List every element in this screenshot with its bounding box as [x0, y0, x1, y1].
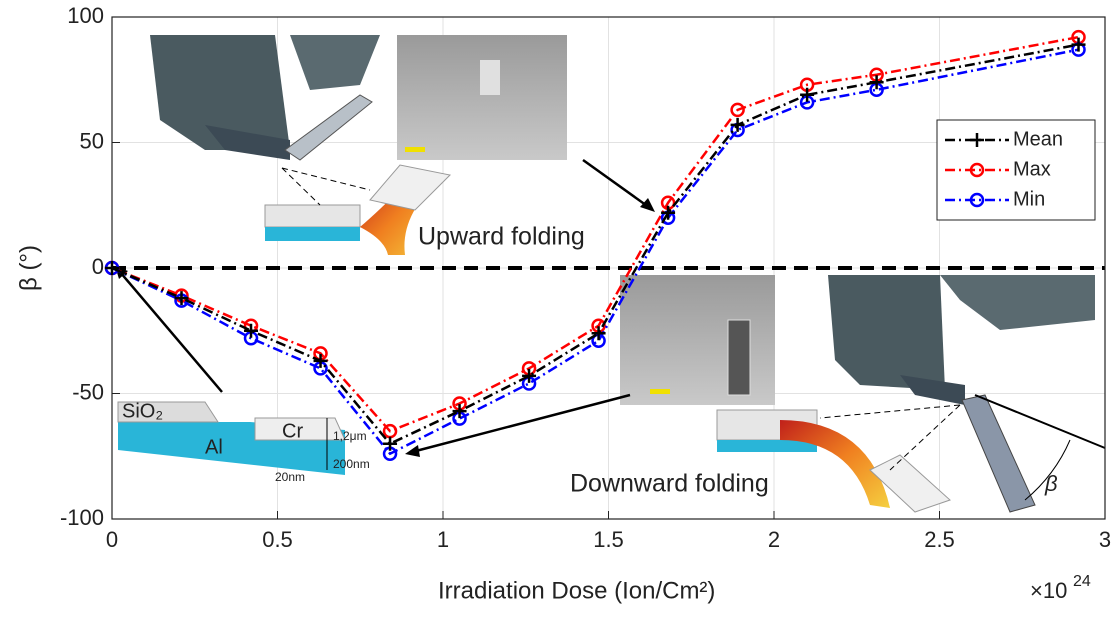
- y-tick-label: -100: [60, 505, 104, 530]
- annotation: 1,2μm: [333, 429, 367, 443]
- inset-sem: [397, 35, 567, 160]
- inset-render: [205, 125, 290, 160]
- legend-marker: [969, 192, 985, 208]
- arrow: [582, 158, 651, 210]
- foreground: 0 0.5 1 1.5 2 2.5 3 -100 -50 0 50 100 Mean Max Min: [60, 3, 1111, 552]
- inset-callout: [819, 404, 961, 419]
- inset-render: [290, 35, 380, 90]
- x-tick-label: 1.5: [593, 527, 624, 552]
- arrow: [411, 393, 631, 454]
- marker: [1071, 37, 1086, 52]
- marker: [383, 436, 398, 451]
- annotation: 20nm: [275, 470, 305, 484]
- x-tick-label: 3: [1099, 527, 1111, 552]
- annotation: Upward folding: [418, 223, 585, 251]
- inset-render: [940, 275, 1095, 330]
- inset-layer: [264, 204, 361, 228]
- x-exponent: 24: [1073, 573, 1091, 590]
- marker: [174, 291, 189, 306]
- annotation: Downward folding: [570, 470, 769, 498]
- x-exponent-base: ×10: [1030, 578, 1067, 603]
- legend-marker: [969, 162, 985, 178]
- inset-sem: [620, 275, 775, 405]
- y-tick-label: 0: [92, 254, 104, 279]
- annotation: Cr: [282, 420, 303, 442]
- annotation: Al: [205, 436, 223, 458]
- y-axis-label: β (°): [15, 245, 42, 291]
- inset-layer: [369, 164, 452, 211]
- y-tick-label: 50: [80, 128, 104, 153]
- legend-box: [936, 119, 1096, 221]
- y-tick-label: -50: [72, 379, 104, 404]
- arrow-head: [405, 445, 420, 457]
- x-tick-label: 0.5: [262, 527, 293, 552]
- inset-callout: [889, 404, 961, 471]
- marker: [800, 87, 815, 102]
- legend-label: Mean: [1013, 128, 1063, 150]
- inset-sem: [480, 60, 500, 95]
- marker: [661, 205, 676, 220]
- x-tick-label: 0: [106, 527, 118, 552]
- inset-layer: [265, 227, 360, 241]
- inset-render: [284, 94, 373, 161]
- inset-render: [961, 394, 1036, 513]
- x-axis-label: Irradiation Dose (Ion/Cm²): [438, 577, 715, 604]
- inset-layer: [869, 454, 951, 513]
- marker: [591, 326, 606, 341]
- arrow: [119, 271, 223, 393]
- inset-layer: [717, 440, 817, 452]
- scale-bar: [405, 147, 425, 152]
- inset-callout: [281, 167, 321, 206]
- marker: [522, 368, 537, 383]
- inset-render: [828, 275, 945, 390]
- marker: [105, 261, 119, 275]
- annotation: 200nm: [333, 457, 370, 471]
- annotation: β: [1044, 471, 1058, 496]
- inset-render: [150, 35, 290, 150]
- x-tick-label: 2.5: [924, 527, 955, 552]
- inset-callout: [281, 167, 371, 191]
- x-tick-label: 1: [437, 527, 449, 552]
- insets: Upward folding Downward folding SiO₂ Al …: [115, 35, 1106, 513]
- inset-render: [900, 375, 965, 405]
- inset-layer: [780, 420, 890, 508]
- marker: [244, 323, 259, 338]
- marker: [730, 102, 745, 118]
- inset-sem: [727, 319, 751, 396]
- scale-bar: [650, 389, 670, 394]
- legend-label: Min: [1013, 188, 1045, 210]
- angle-arc: [1024, 439, 1071, 501]
- legend-marker: [970, 133, 984, 147]
- series-line: [111, 35, 1079, 433]
- marker: [730, 117, 745, 132]
- marker: [313, 353, 328, 368]
- angle-line: [974, 394, 1106, 449]
- inset-layer: [254, 417, 346, 441]
- marker: [452, 404, 467, 419]
- legend-label: Max: [1013, 158, 1051, 180]
- y-tick-label: 100: [67, 3, 104, 28]
- arrow-head: [640, 198, 655, 212]
- x-tick-label: 2: [768, 527, 780, 552]
- inset-layer: [117, 401, 219, 423]
- marker: [869, 75, 884, 90]
- annotation: SiO₂: [122, 400, 163, 422]
- series-line: [111, 48, 1079, 456]
